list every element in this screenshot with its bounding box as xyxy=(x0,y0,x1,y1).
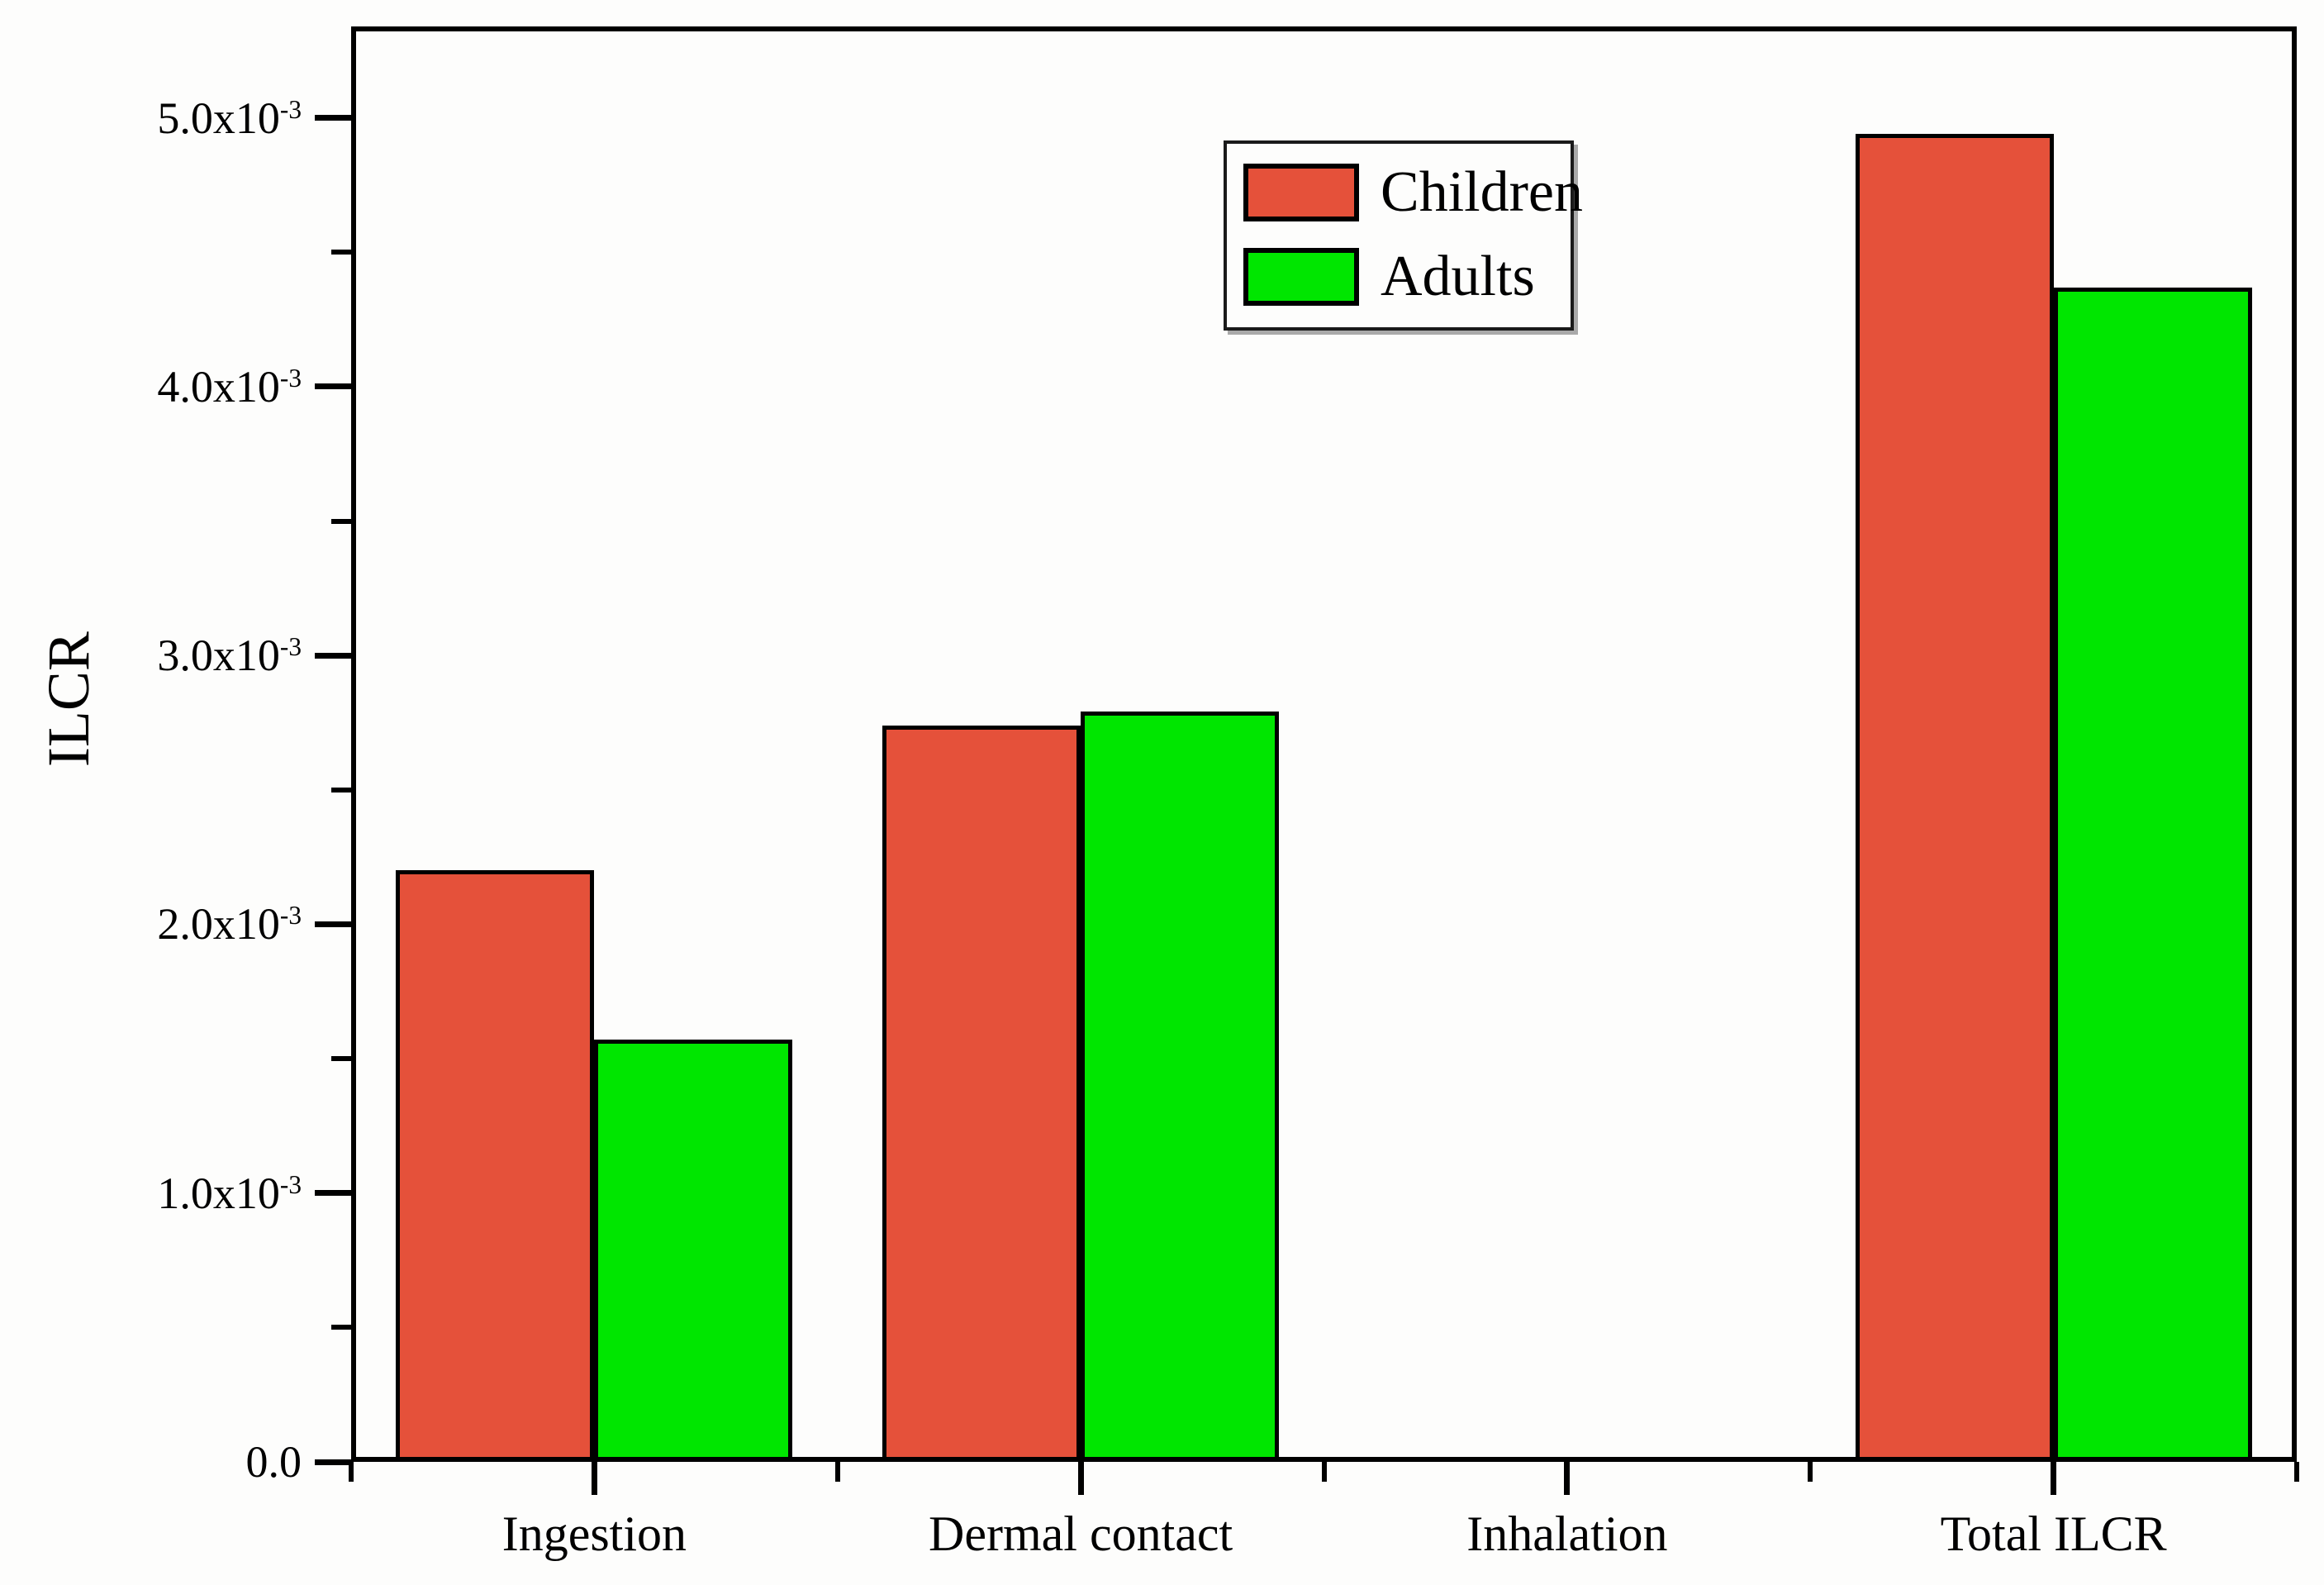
x-minor-tick xyxy=(2294,1462,2299,1482)
x-category-label-dermal-contact: Dermal contact xyxy=(929,1506,1233,1561)
y-axis-title: ILCR xyxy=(36,631,102,767)
bar-children-ingestion xyxy=(396,870,595,1462)
y-major-tick xyxy=(315,1190,351,1197)
x-major-tick xyxy=(591,1462,597,1495)
plot-area: ILCR Children Adults 0.0 1.0x10-3 2.0x10-3… xyxy=(36,26,2299,1561)
legend-item-adults: Adults xyxy=(1243,248,1554,306)
y-minor-tick xyxy=(331,787,351,792)
bar-children-total-ilcr xyxy=(1855,134,2054,1462)
legend: Children Adults xyxy=(1224,140,1583,331)
y-tick-label: 2.0x10-3 xyxy=(157,899,302,950)
x-major-tick xyxy=(2051,1462,2057,1495)
legend-item-children: Children xyxy=(1243,164,1583,221)
legend-swatch-adults xyxy=(1243,248,1359,306)
bar-adults-dermal-contact xyxy=(1081,712,1280,1462)
x-major-tick xyxy=(1564,1462,1571,1495)
x-minor-tick xyxy=(1808,1462,1813,1482)
y-major-tick xyxy=(315,652,351,659)
y-minor-tick xyxy=(331,518,351,524)
y-tick-label: 0.0 xyxy=(245,1437,302,1487)
y-major-tick xyxy=(315,921,351,927)
y-major-tick xyxy=(315,1459,351,1465)
x-minor-tick xyxy=(834,1462,840,1482)
y-minor-tick xyxy=(331,250,351,255)
y-major-tick xyxy=(315,383,351,390)
legend-label-children: Children xyxy=(1381,160,1583,224)
legend-label-adults: Adults xyxy=(1381,245,1535,308)
y-tick-label: 1.0x10-3 xyxy=(157,1168,302,1218)
y-tick-label: 4.0x10-3 xyxy=(157,361,302,412)
bar-adults-total-ilcr xyxy=(2053,287,2252,1462)
y-minor-tick xyxy=(331,1056,351,1062)
x-major-tick xyxy=(1077,1462,1084,1495)
x-category-label-ingestion: Ingestion xyxy=(501,1506,687,1561)
y-tick-label: 3.0x10-3 xyxy=(157,631,302,681)
y-tick-label: 5.0x10-3 xyxy=(157,93,302,143)
y-minor-tick xyxy=(331,1325,351,1330)
legend-swatch-children xyxy=(1243,164,1359,221)
x-minor-tick xyxy=(1321,1462,1327,1482)
bar-children-dermal-contact xyxy=(882,725,1081,1462)
x-category-label-total-ilcr: Total ILCR xyxy=(1940,1506,2167,1561)
x-minor-tick xyxy=(349,1462,354,1482)
y-major-tick xyxy=(315,115,351,121)
bar-adults-ingestion xyxy=(594,1040,793,1462)
x-category-label-inhalation: Inhalation xyxy=(1466,1506,1668,1561)
